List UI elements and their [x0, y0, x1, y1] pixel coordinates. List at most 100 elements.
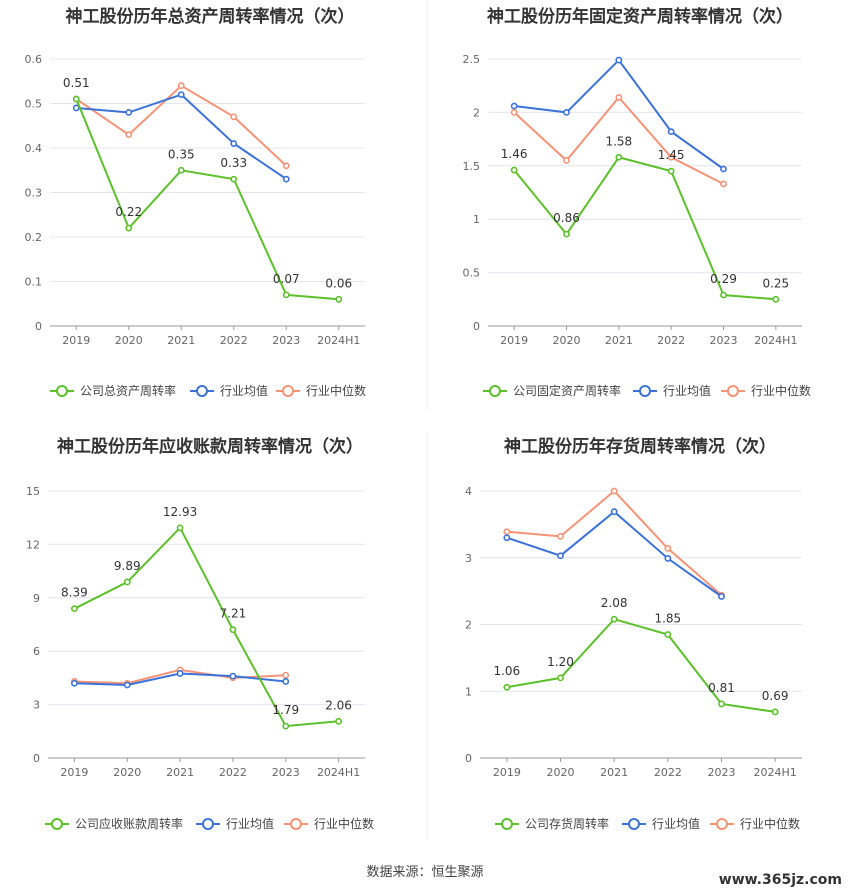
legend-item-industry-avg[interactable]: 行业均值 [633, 383, 711, 398]
y-tick-label: 1.5 [463, 160, 481, 173]
data-point-company [72, 95, 80, 103]
data-point-industry-avg [177, 91, 185, 98]
data-label: 0.29 [710, 272, 737, 286]
data-label: 0.07 [273, 272, 300, 286]
data-point-industry-median [664, 545, 672, 552]
data-label: 1.20 [547, 655, 574, 669]
data-point-industry-avg [125, 109, 133, 116]
data-point-industry-avg [282, 678, 290, 685]
legend-item-industry-median[interactable]: 行业中位数 [721, 383, 811, 398]
x-tick-label: 2019 [62, 334, 90, 347]
data-label: 1.85 [654, 612, 681, 626]
legend-marker-icon [202, 818, 214, 830]
legend-marker-icon [290, 818, 302, 830]
data-point-industry-avg [282, 175, 290, 183]
legend-label: 行业中位数 [306, 383, 366, 398]
x-tick-label: 2019 [493, 766, 521, 779]
y-tick-label: 12 [26, 538, 40, 551]
chart-panel-3: 神工股份历年应收账款周转率情况（次） 0 3 6 9 12 15 2019 2020 2021 20… [26, 436, 374, 831]
data-point-industry-median [615, 94, 623, 101]
legend-item-industry-avg[interactable]: 行业均值 [190, 383, 268, 398]
x-tick-label: 2022 [219, 766, 247, 779]
y-tick-label: 0.3 [25, 187, 43, 200]
data-point-industry-median [177, 82, 185, 90]
legend-item-company[interactable]: 公司应收账款周转率 [45, 816, 183, 831]
y-tick-label: 0 [465, 752, 472, 765]
y-tick-label: 0 [33, 752, 40, 765]
x-tick-label: 2022 [654, 766, 682, 779]
series-line-industry-avg [514, 58, 725, 170]
data-label: 7.21 [220, 607, 247, 621]
data-point-industry-median [230, 113, 238, 121]
x-tick-label: 2023 [708, 766, 736, 779]
legend-label: 行业均值 [226, 816, 274, 831]
data-point-industry-avg [718, 593, 725, 600]
data-label: 1.45 [658, 148, 685, 162]
y-tick-label: 0 [35, 320, 42, 333]
legend-item-company[interactable]: 公司存货周转率 [495, 816, 609, 831]
chart-panel-4: 神工股份历年存货周转率情况（次） 0 1 2 3 4 2019 2020 2021 2022 202… [465, 436, 802, 831]
legend-item-industry-median[interactable]: 行业中位数 [710, 816, 800, 831]
y-tick-label: 9 [33, 592, 40, 605]
legend-marker-icon [282, 385, 294, 397]
data-label: 0.69 [762, 689, 789, 703]
legend-label: 行业均值 [663, 383, 711, 398]
legend-marker-icon [501, 818, 513, 830]
legend-item-company[interactable]: 公司总资产周转率 [50, 383, 176, 398]
y-tick-label: 1 [473, 213, 480, 226]
x-tick-label: 2020 [553, 334, 581, 347]
data-point-company [71, 605, 78, 613]
legend-item-industry-median[interactable]: 行业中位数 [284, 816, 374, 831]
y-tick-label: 0.5 [25, 98, 43, 111]
x-tick-label: 2021 [166, 766, 194, 779]
chart-panel-2: 神工股份历年固定资产周转率情况（次） 0 0.5 1 1.5 2 2.5 2019 2020 20… [463, 6, 812, 398]
legend-label: 行业中位数 [751, 383, 811, 398]
data-point-company [335, 717, 342, 725]
series-line-industry-median [506, 489, 723, 596]
watermark: www.365jz.com [719, 872, 842, 888]
data-point-industry-median [720, 180, 727, 188]
data-label: 9.89 [114, 559, 141, 573]
data-point-industry-avg [720, 165, 727, 173]
legend-item-company[interactable]: 公司固定资产周转率 [483, 383, 621, 398]
x-tick-label: 2023 [272, 334, 300, 347]
x-tick-label: 2024H1 [754, 766, 797, 779]
x-tick-label: 2020 [547, 766, 575, 779]
chart-panels: 神工股份历年总资产周转率情况（次）00.10.20.30.40.50.62019… [25, 6, 812, 831]
data-point-industry-avg [71, 679, 78, 687]
legend-label: 行业中位数 [740, 816, 800, 831]
legend-label: 公司固定资产周转率 [513, 383, 621, 398]
data-point-industry-avg [610, 508, 618, 516]
legend-label: 行业均值 [652, 816, 700, 831]
legend-marker-icon [628, 818, 640, 830]
legend-item-industry-avg[interactable]: 行业均值 [196, 816, 274, 831]
data-point-company [229, 626, 237, 634]
data-point-industry-median [557, 532, 564, 540]
y-tick-label: 4 [465, 485, 472, 498]
data-label: 0.06 [325, 276, 352, 290]
x-tick-label: 2023 [710, 334, 738, 347]
chart-title: 神工股份历年存货周转率情况（次） [504, 436, 776, 457]
legend-marker-icon [489, 385, 501, 397]
data-point-industry-avg [615, 56, 623, 64]
x-tick-label: 2020 [113, 766, 141, 779]
data-point-company [123, 578, 131, 586]
y-tick-label: 1 [465, 685, 472, 698]
legend-label: 公司存货周转率 [525, 816, 609, 831]
data-point-industry-median [563, 157, 570, 164]
legend-marker-icon [639, 385, 651, 397]
y-tick-label: 0.6 [25, 53, 43, 66]
legend-item-industry-avg[interactable]: 行业均值 [622, 816, 700, 831]
data-label: 2.06 [325, 698, 352, 712]
data-label: 2.08 [601, 596, 628, 610]
legend-item-industry-median[interactable]: 行业中位数 [276, 383, 366, 398]
x-tick-label: 2024H1 [317, 334, 360, 347]
data-point-industry-avg [667, 128, 675, 136]
y-tick-label: 15 [26, 485, 40, 498]
y-tick-label: 6 [33, 645, 40, 658]
legend-marker-icon [51, 818, 63, 830]
data-label: 0.81 [708, 681, 735, 695]
y-tick-label: 0.2 [25, 231, 43, 244]
legend-marker-icon [727, 385, 739, 397]
data-point-company [230, 175, 238, 183]
